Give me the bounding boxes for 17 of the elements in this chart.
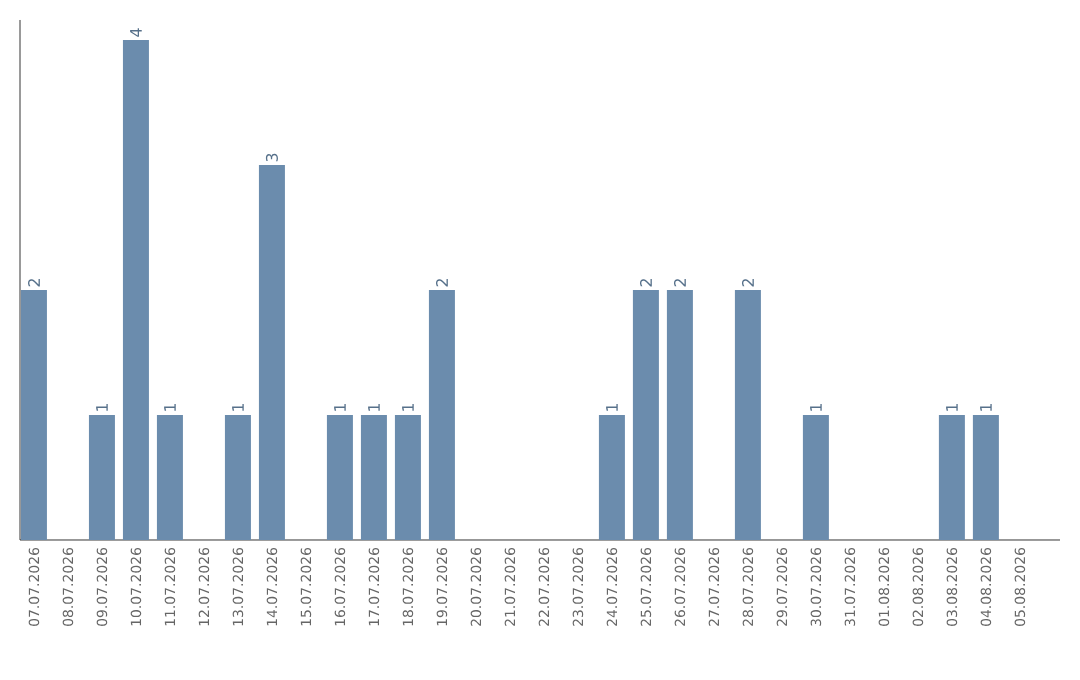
bar (598, 414, 625, 540)
bar (938, 414, 965, 540)
bar (156, 414, 183, 540)
bar (224, 414, 251, 540)
bar (972, 414, 999, 540)
bar (258, 164, 285, 540)
bar (734, 289, 761, 540)
bar (632, 289, 659, 540)
bar (326, 414, 353, 540)
bar (88, 414, 115, 540)
bar (394, 414, 421, 540)
bar (122, 39, 149, 540)
bar (666, 289, 693, 540)
bar (802, 414, 829, 540)
bar (428, 289, 455, 540)
bar (360, 414, 387, 540)
bar (20, 289, 47, 540)
